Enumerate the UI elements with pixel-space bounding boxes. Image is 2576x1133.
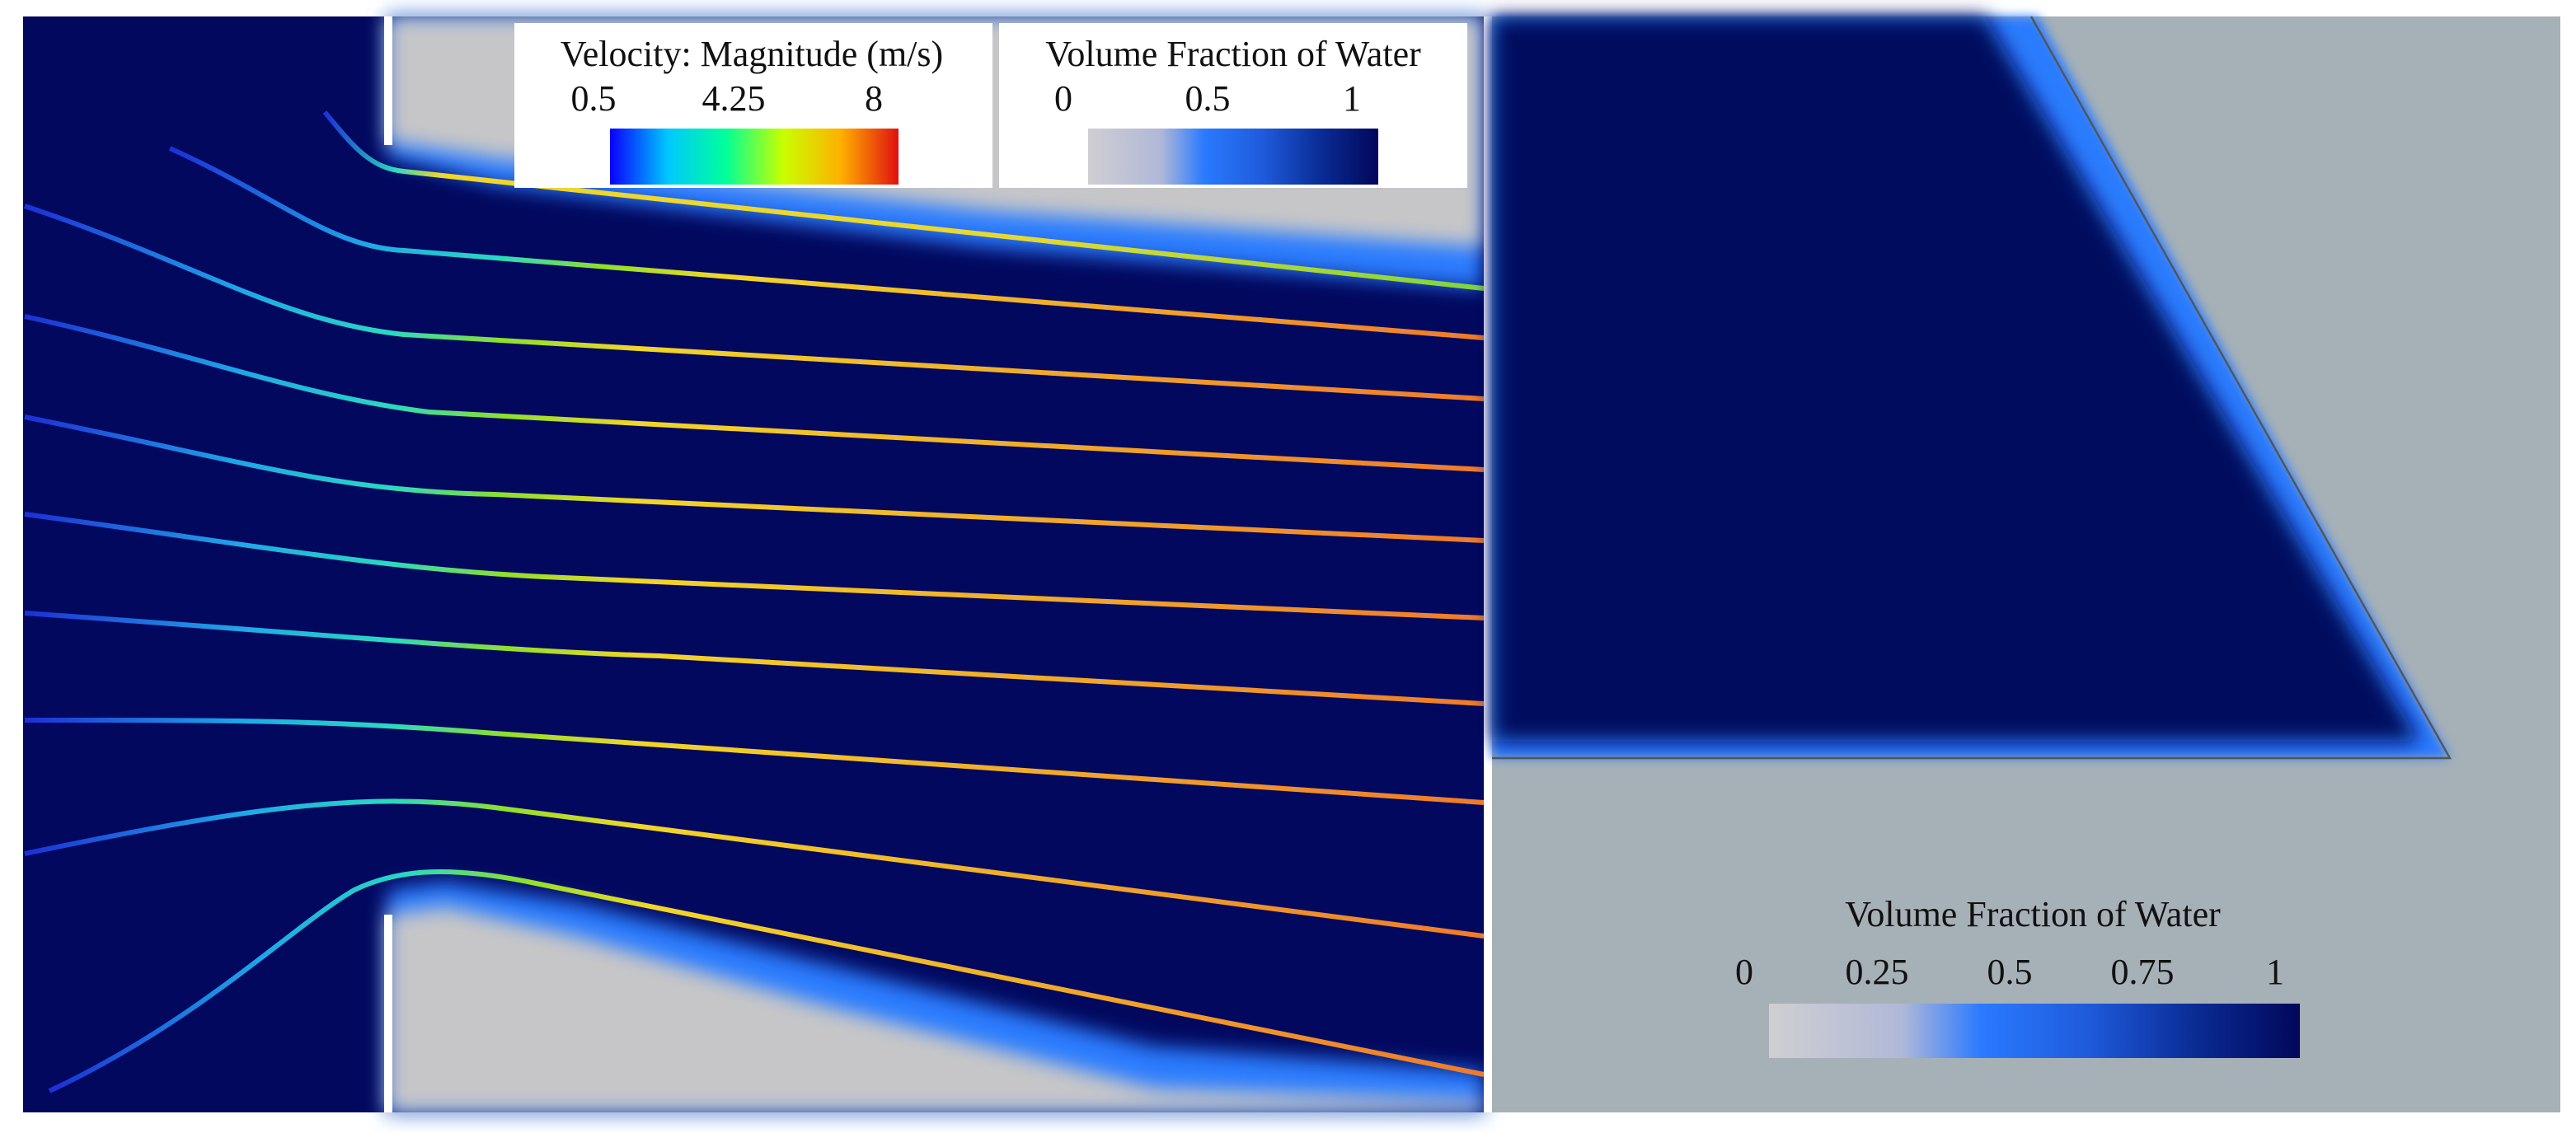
legend-tick-label: 8 [865,78,883,119]
legend-tick-label: 4.25 [702,78,766,119]
legend-tick-label: 0 [1735,952,1753,992]
streamline [24,512,1485,620]
streamline [24,414,1485,543]
wall [384,915,392,1112]
legend-tick-label: 0.25 [1846,952,1909,992]
streamline [168,146,1485,340]
legend-tick-label: 0.5 [571,78,617,119]
left-panel: Velocity: Magnitude (m/s) Volume Fractio… [23,16,1485,1112]
legend-title: Volume Fraction of Water [1045,34,1421,74]
colorbar [1769,1004,2300,1058]
legend-title: Volume Fraction of Water [1845,894,2221,934]
streamline [24,718,1485,805]
streamline [322,110,1485,291]
air-region [387,906,1484,1112]
wall [384,16,392,145]
streamline [24,611,1485,706]
separator [1484,16,1492,1112]
legend-tick-label: 0.5 [1987,952,2033,992]
legend-tick-label: 1 [1343,78,1361,119]
colorbar [610,129,899,185]
streamline [48,868,1485,1093]
streamline [24,204,1485,401]
legend-title: Velocity: Magnitude (m/s) [561,34,943,74]
water-region [1492,16,2420,742]
colorbar [1088,129,1378,185]
streamlines [24,110,1485,1093]
vessel-outline [1492,16,2452,760]
right-panel: Volume Fraction of Water [1492,16,2560,1112]
streamline [24,798,1485,939]
legend-tick-label: 1 [2266,952,2284,992]
legend-tick-label: 0 [1054,78,1072,119]
legend-tick-label: 0.5 [1185,78,1231,119]
legend-tick-label: 0.75 [2111,952,2175,992]
streamline [24,314,1485,472]
